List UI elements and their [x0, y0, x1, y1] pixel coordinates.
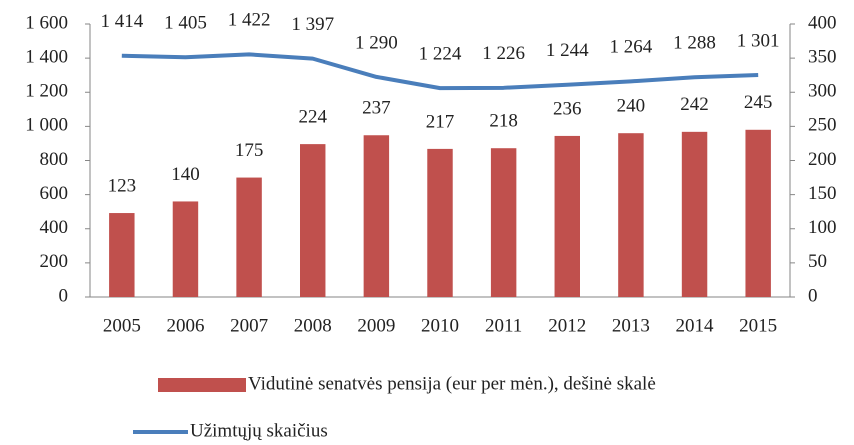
bar — [490, 148, 517, 297]
line — [121, 52, 759, 91]
bar — [745, 129, 771, 297]
line-value-label: 1 414 — [100, 11, 143, 32]
x-tick-label: 2008 — [294, 315, 332, 336]
line-value-label: 1 226 — [482, 43, 525, 64]
line-value-label: 1 397 — [291, 14, 334, 35]
y2-tick-label: 400 — [808, 12, 837, 33]
x-tick-label: 2012 — [548, 315, 586, 336]
line-value-label: 1 301 — [737, 30, 780, 51]
line-value-label: 1 290 — [355, 32, 398, 53]
line-value-label: 1 422 — [228, 10, 271, 31]
y2-tick-label: 50 — [808, 251, 827, 272]
y-tick-label: 1 600 — [25, 12, 68, 33]
y2-tick-label: 300 — [808, 81, 837, 102]
y-tick-label: 800 — [40, 149, 69, 170]
y2-tick-label: 150 — [808, 183, 837, 204]
x-tick-label: 2011 — [485, 315, 522, 336]
y2-tick-label: 250 — [808, 115, 837, 136]
line-value-label: 1 264 — [610, 37, 653, 58]
legend-swatch — [158, 378, 246, 392]
line-value-label: 1 288 — [673, 33, 716, 54]
y2-tick-label: 100 — [808, 217, 837, 238]
y2-tick-label: 200 — [808, 149, 837, 170]
y-tick-label: 1 000 — [25, 115, 68, 136]
bar — [109, 213, 135, 297]
bar — [427, 148, 453, 297]
bar — [618, 133, 644, 297]
bar-value-label: 175 — [235, 140, 264, 161]
x-tick-label: 2014 — [676, 315, 715, 336]
x-tick-label: 2005 — [103, 315, 141, 336]
x-tick-label: 2013 — [612, 315, 650, 336]
y-tick-label: 1 200 — [25, 81, 68, 102]
bar — [300, 144, 326, 297]
bar-value-label: 123 — [108, 175, 137, 196]
bar — [363, 135, 390, 297]
bar-value-label: 240 — [617, 96, 646, 117]
bar-value-label: 245 — [744, 92, 773, 113]
y-tick-label: 600 — [40, 183, 69, 204]
bar-value-label: 224 — [298, 106, 327, 127]
line-value-label: 1 244 — [546, 40, 589, 61]
x-tick-label: 2007 — [230, 315, 268, 336]
bar-value-label: 217 — [426, 111, 455, 132]
bar — [172, 201, 199, 297]
legend-label: Vidutinė senatvės pensija (eur per mėn.)… — [248, 373, 656, 394]
y-tick-label: 1 400 — [25, 46, 68, 67]
x-tick-label: 2010 — [421, 315, 459, 336]
bar-value-label: 242 — [680, 94, 709, 115]
bar-value-label: 236 — [553, 98, 582, 119]
x-tick-label: 2015 — [739, 315, 777, 336]
y2-tick-label: 0 — [808, 285, 818, 306]
bar — [554, 135, 580, 297]
legend-label: Užimtųjų skaičius — [190, 420, 328, 441]
x-tick-label: 2009 — [357, 315, 395, 336]
y-tick-label: 200 — [40, 251, 69, 272]
bar-value-label: 237 — [362, 98, 391, 119]
y-tick-label: 0 — [59, 285, 69, 306]
bar — [681, 131, 708, 297]
y2-tick-label: 350 — [808, 46, 837, 67]
bar-value-label: 218 — [489, 111, 518, 132]
bar — [236, 177, 262, 297]
line-value-label: 1 224 — [419, 44, 462, 65]
line-value-label: 1 405 — [164, 13, 207, 34]
bar-value-label: 140 — [171, 164, 200, 185]
y-tick-label: 400 — [40, 217, 69, 238]
x-tick-label: 2006 — [166, 315, 204, 336]
